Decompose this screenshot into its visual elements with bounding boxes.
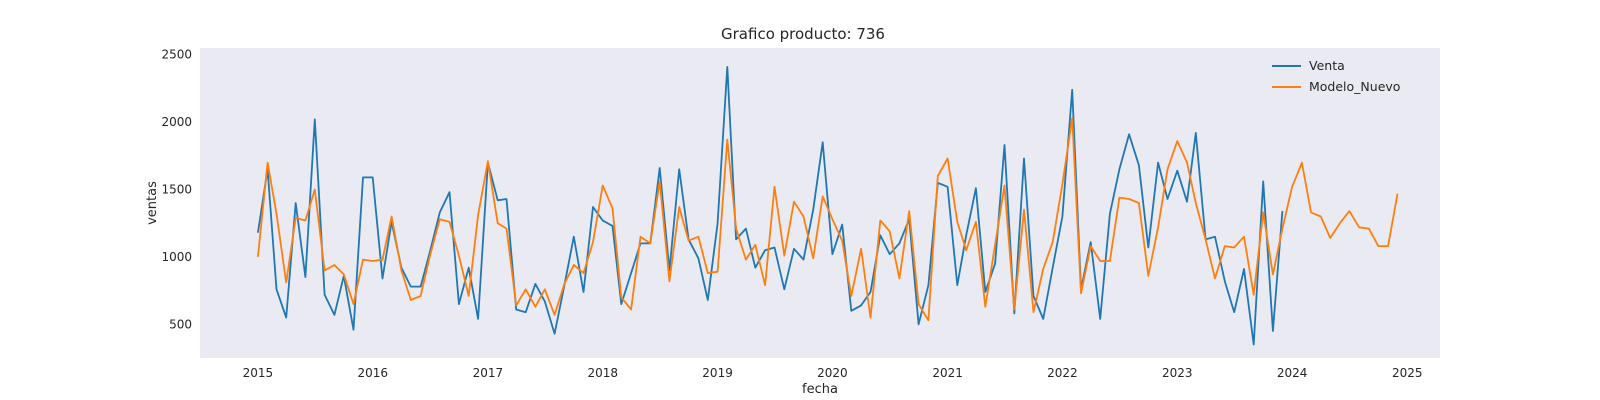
x-axis-ticks: 2015 2016 2017 2018 2019 2020 2021 2022 2023 2024… bbox=[243, 366, 1423, 380]
y-tick-label: 1000 bbox=[161, 250, 192, 264]
x-tick-label: 2018 bbox=[587, 366, 618, 380]
x-tick-label: 2019 bbox=[702, 366, 733, 380]
y-tick-label: 1500 bbox=[161, 183, 192, 197]
x-tick-label: 2024 bbox=[1277, 366, 1308, 380]
chart-title: Grafico producto: 736 bbox=[721, 25, 885, 43]
x-tick-label: 2021 bbox=[932, 366, 963, 380]
x-tick-label: 2017 bbox=[473, 366, 504, 380]
y-axis-label: ventas bbox=[145, 181, 160, 225]
x-tick-label: 2023 bbox=[1162, 366, 1193, 380]
x-tick-label: 2020 bbox=[817, 366, 848, 380]
legend-label: Modelo_Nuevo bbox=[1309, 79, 1400, 94]
series-line-modelo-nuevo bbox=[257, 117, 1399, 322]
y-axis-ticks: 500 1000 1500 2000 2500 bbox=[161, 48, 192, 332]
x-tick-label: 2022 bbox=[1047, 366, 1078, 380]
x-tick-label: 2015 bbox=[243, 366, 274, 380]
x-tick-label: 2025 bbox=[1392, 366, 1423, 380]
y-tick-label: 500 bbox=[169, 317, 192, 331]
legend-label: Venta bbox=[1309, 58, 1345, 73]
x-tick-label: 2016 bbox=[357, 366, 388, 380]
y-tick-label: 2500 bbox=[161, 48, 192, 62]
y-tick-label: 2000 bbox=[161, 115, 192, 129]
plot-area bbox=[200, 48, 1440, 358]
x-axis-label: fecha bbox=[802, 382, 838, 397]
series-line-venta bbox=[257, 66, 1284, 346]
series-lines bbox=[257, 66, 1399, 346]
legend: Venta Modelo_Nuevo bbox=[1272, 58, 1400, 94]
